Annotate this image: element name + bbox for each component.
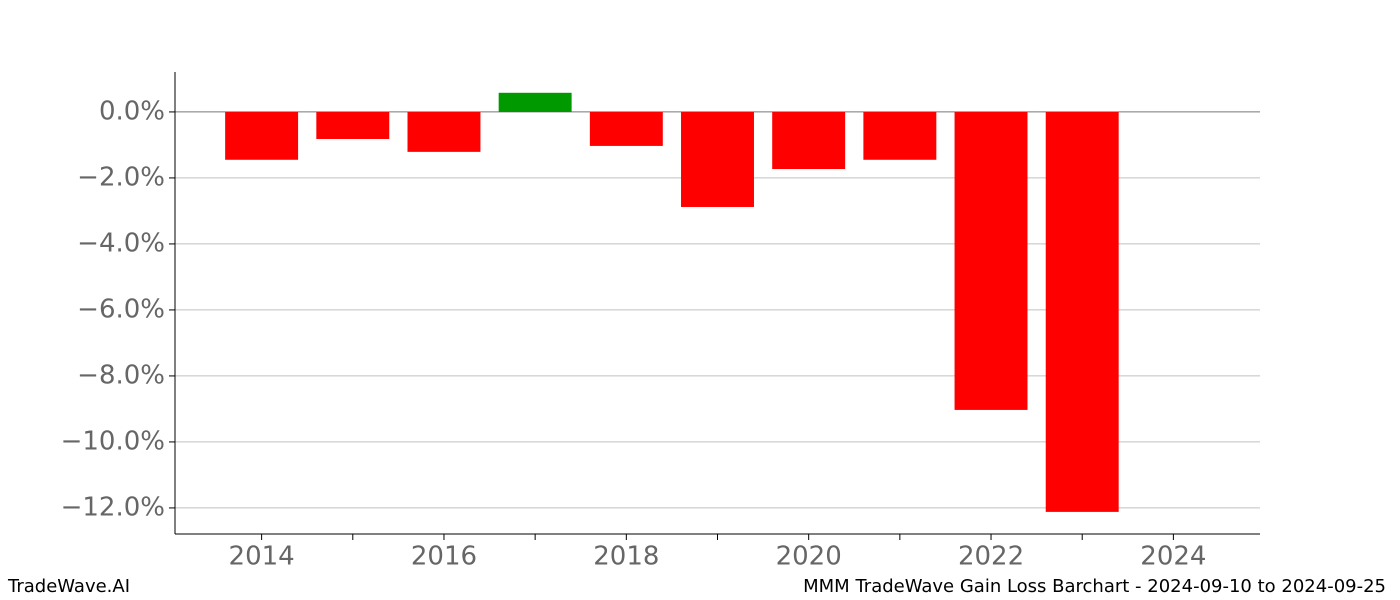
- bar: [681, 111, 754, 207]
- y-tick-label: −10.0%: [61, 426, 165, 456]
- bar: [863, 111, 937, 160]
- bar: [407, 111, 481, 152]
- bar: [498, 92, 572, 112]
- bar: [316, 111, 390, 139]
- y-tick-label: −12.0%: [61, 492, 165, 522]
- bar: [954, 111, 1028, 410]
- y-tick-label: −4.0%: [77, 228, 165, 258]
- x-tick-label: 2024: [1140, 542, 1206, 572]
- x-tick-label: 2020: [776, 542, 842, 572]
- bar: [589, 111, 663, 146]
- x-tick-label: 2022: [958, 542, 1024, 572]
- y-tick-label: −2.0%: [77, 162, 165, 192]
- x-tick-label: 2014: [229, 542, 295, 572]
- bar: [225, 111, 299, 160]
- y-tick-label: 0.0%: [99, 96, 165, 126]
- chart-title: MMM TradeWave Gain Loss Barchart - 2024-…: [803, 576, 1386, 597]
- x-tick-label: 2018: [593, 542, 659, 572]
- bar: [1045, 111, 1119, 512]
- x-tick-label: 2016: [411, 542, 477, 572]
- brand: TradeWave.AI: [7, 576, 130, 597]
- y-tick-label: −8.0%: [77, 360, 165, 390]
- bar: [772, 111, 846, 170]
- y-tick-label: −6.0%: [77, 294, 165, 324]
